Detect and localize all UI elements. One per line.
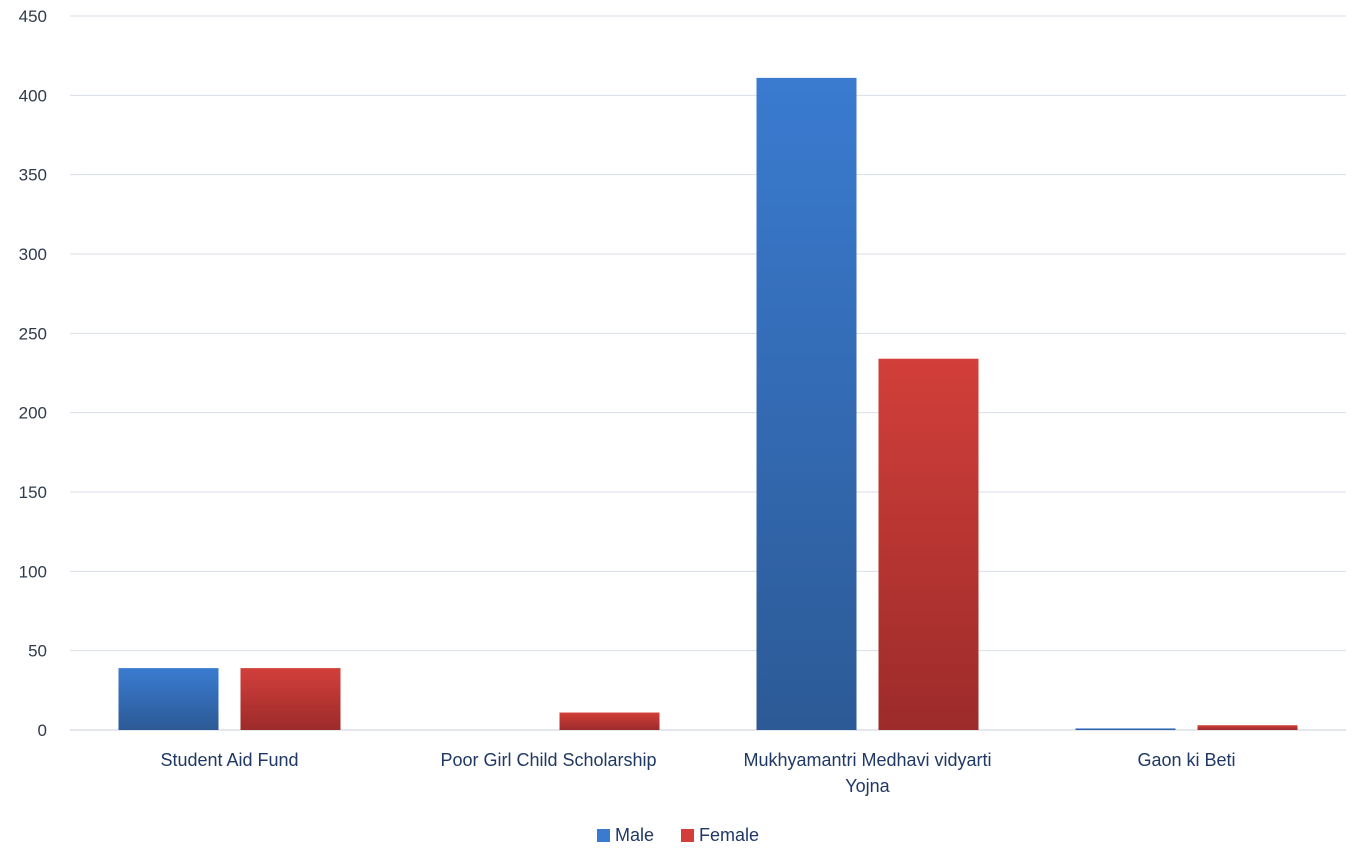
legend-label-female: Female	[699, 825, 759, 845]
bar-female	[1197, 725, 1298, 730]
bars	[118, 77, 1298, 730]
x-category-label: Gaon ki Beti	[1137, 750, 1235, 770]
bar-male	[1075, 728, 1176, 730]
y-tick-label: 200	[19, 404, 47, 423]
x-axis-labels: Student Aid Fund Poor Girl Child Scholars…	[160, 750, 1235, 796]
y-axis-ticks: 0 50 100 150 200 250 300 350 400 450	[19, 7, 47, 740]
bar-male	[118, 668, 219, 730]
y-tick-label: 450	[19, 7, 47, 26]
bar-female	[878, 358, 979, 730]
gridlines	[70, 15, 1346, 731]
y-tick-label: 350	[19, 166, 47, 185]
y-tick-label: 50	[28, 642, 47, 661]
bar-female	[559, 712, 660, 730]
bar-female	[240, 668, 341, 730]
y-tick-label: 400	[19, 86, 47, 105]
x-category-label: Student Aid Fund	[160, 750, 298, 770]
x-category-label: Poor Girl Child Scholarship	[440, 750, 656, 770]
y-tick-label: 100	[19, 562, 47, 581]
bar-male	[756, 77, 857, 730]
legend-label-male: Male	[615, 825, 654, 845]
legend: Male Female	[597, 825, 759, 845]
y-tick-label: 0	[38, 721, 47, 740]
y-tick-label: 300	[19, 245, 47, 264]
legend-swatch-female	[681, 829, 694, 842]
x-category-label: Mukhyamantri Medhavi vidyarti Yojna	[743, 750, 991, 796]
y-tick-label: 150	[19, 483, 47, 502]
y-tick-label: 250	[19, 324, 47, 343]
legend-swatch-male	[597, 829, 610, 842]
